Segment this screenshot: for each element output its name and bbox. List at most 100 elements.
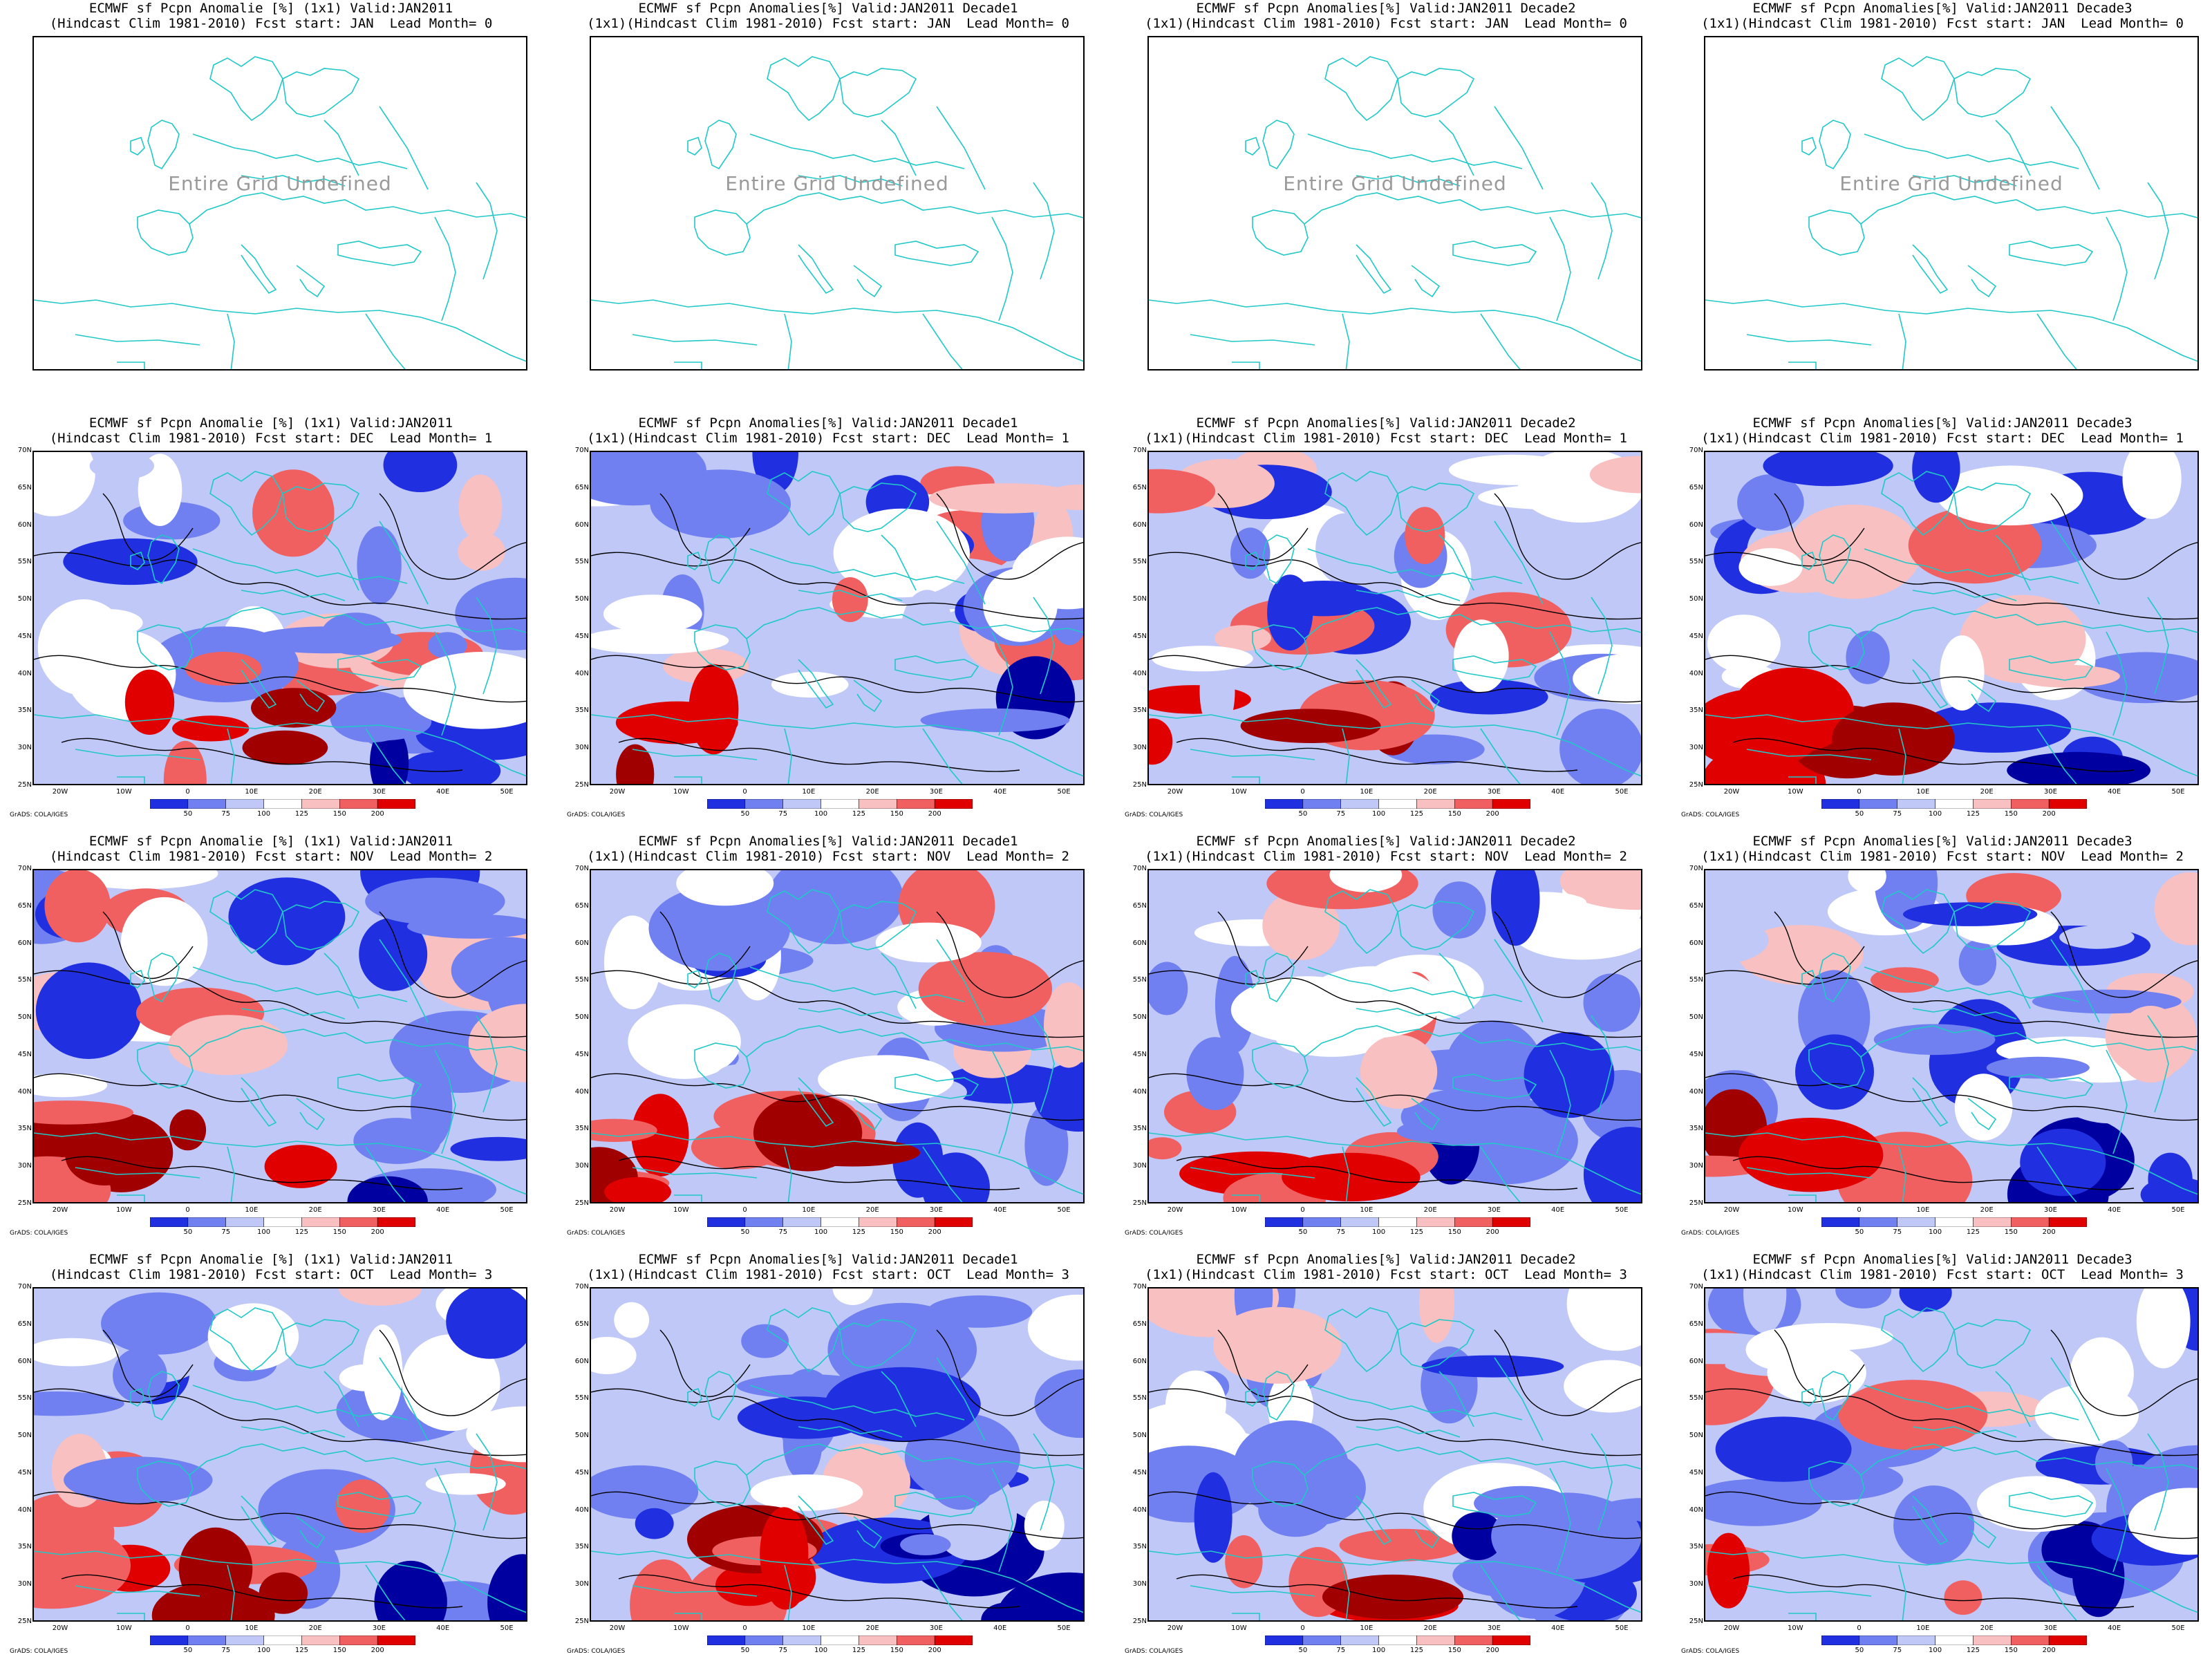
coastline <box>1912 1077 1949 1127</box>
lon-tick-label: 40E <box>993 1206 1007 1214</box>
anomaly-patch <box>1149 718 1173 765</box>
lat-tick-label: 60N <box>1132 1357 1147 1365</box>
contour-line <box>936 1329 1083 1416</box>
contour-line <box>1149 655 1641 703</box>
coastline <box>34 714 526 777</box>
anomaly-patch <box>1315 513 1376 585</box>
coastline <box>784 728 792 784</box>
coastline <box>1262 120 1295 170</box>
coastline <box>591 1550 1083 1613</box>
contour-line <box>591 655 1083 703</box>
lon-tick-label: 0 <box>742 1206 747 1214</box>
map-frame: Entire Grid Undefined <box>1147 36 1642 371</box>
coastline <box>434 216 456 321</box>
coastline <box>1033 1433 1055 1531</box>
lat-tick-label: 70N <box>1132 1283 1147 1291</box>
coastline <box>1033 1015 1055 1113</box>
colorbar-swatch <box>377 1635 415 1645</box>
colorbar-label: 150 <box>332 1647 346 1654</box>
lat-tick-label: 40N <box>1689 669 1703 677</box>
panel-subtitle: (1x1)(Hindcast Clim 1981-2010) Fcst star… <box>587 1267 1069 1282</box>
coastline <box>674 776 702 784</box>
coastline <box>130 969 145 988</box>
panel-subtitle: (Hindcast Clim 1981-2010) Fcst start: JA… <box>49 16 493 31</box>
colorbar-label: 150 <box>2004 1647 2018 1654</box>
lat-tick-label: 70N <box>17 1283 32 1291</box>
lon-tick-label: 0 <box>742 1624 747 1632</box>
coastline <box>189 1025 526 1058</box>
lon-tick-label: 40E <box>436 1206 450 1214</box>
coastline <box>147 1371 180 1421</box>
anomaly-patch <box>900 1534 951 1555</box>
coastline <box>1480 1146 1521 1202</box>
lat-tick-label: 65N <box>1132 483 1147 491</box>
contour-line <box>591 1491 1083 1539</box>
anomaly-patch <box>34 1338 119 1367</box>
lat-tick-label: 25N <box>574 781 589 789</box>
coastline <box>227 1564 235 1620</box>
coastline <box>1746 749 1872 760</box>
coastline <box>117 1613 145 1620</box>
anomaly-patch <box>1566 1288 1641 1351</box>
lat-tick-label: 30N <box>1689 1162 1703 1170</box>
lon-tick-label: 10W <box>1787 788 1803 796</box>
lon-tick-label: 40E <box>1551 1206 1565 1214</box>
panel-title: ECMWF sf Pcpn Anomalies[%] Valid:JAN2011… <box>1196 1 1576 16</box>
lat-tick-label: 35N <box>1689 1125 1703 1133</box>
lat-tick-label: 50N <box>574 595 589 603</box>
lon-tick-label: 20W <box>52 788 68 796</box>
coastline <box>1480 313 1521 369</box>
coastline <box>282 482 360 532</box>
coastline <box>798 244 834 294</box>
colorbar-label: 100 <box>1929 1647 1942 1654</box>
coastline <box>674 1613 702 1620</box>
anomaly-patch <box>1267 574 1313 650</box>
coastline <box>1252 209 1309 256</box>
lat-tick-label: 40N <box>574 1506 589 1514</box>
colorbar-swatch <box>301 1635 340 1645</box>
lon-tick-label: 20E <box>865 1206 879 1214</box>
lon-tick-label: 10E <box>1360 788 1374 796</box>
colorbar-label: 150 <box>1447 810 1461 818</box>
lat-tick-label: 30N <box>574 744 589 752</box>
anomaly-patch <box>1360 1035 1438 1109</box>
anomaly-patch <box>604 915 662 1009</box>
lat-tick-label: 70N <box>574 447 589 454</box>
colorbar-swatch <box>897 1635 935 1645</box>
coastline <box>704 953 737 1003</box>
colorbar-swatch <box>1340 1217 1379 1227</box>
colorbar-swatch <box>2048 799 2087 809</box>
anomaly-patch <box>402 1334 500 1432</box>
anomaly-patch <box>2020 1128 2106 1197</box>
lon-tick-label: 0 <box>185 1624 190 1632</box>
coastline <box>1912 1426 2017 1438</box>
anomaly-patch <box>591 1465 699 1519</box>
panel-title: ECMWF sf Pcpn Anomalies[%] Valid:JAN2011… <box>1752 415 2133 431</box>
coastline <box>137 624 194 671</box>
lat-tick-label: 50N <box>1132 1432 1147 1440</box>
coastline <box>894 241 980 266</box>
anomaly-patch <box>741 1324 789 1358</box>
panel-subtitle: (1x1)(Hindcast Clim 1981-2010) Fcst star… <box>1701 16 2184 31</box>
colorbar-swatch <box>744 1217 783 1227</box>
coastline <box>839 1319 917 1369</box>
anomaly-patch <box>1763 452 1893 487</box>
anomaly-patch <box>833 508 970 598</box>
colorbar-label: 50 <box>1298 1647 1308 1654</box>
coastline <box>2036 1146 2077 1202</box>
anomaly-patch <box>178 1527 253 1610</box>
coastline <box>1438 953 1474 1009</box>
coastline <box>137 1461 194 1507</box>
anomaly-patch <box>591 1337 637 1374</box>
coastline <box>209 56 283 122</box>
coastline <box>1252 624 1309 671</box>
coastline <box>798 1077 834 1127</box>
anomaly-patch <box>264 1145 337 1188</box>
map-frame <box>1147 451 1642 785</box>
coastline <box>1342 728 1350 784</box>
colorbar-label: 100 <box>1372 1647 1386 1654</box>
lat-tick-label: 45N <box>1132 1468 1147 1477</box>
lat-tick-label: 40N <box>1689 1087 1703 1096</box>
coastline <box>34 299 526 362</box>
anomaly-patch <box>251 688 337 728</box>
